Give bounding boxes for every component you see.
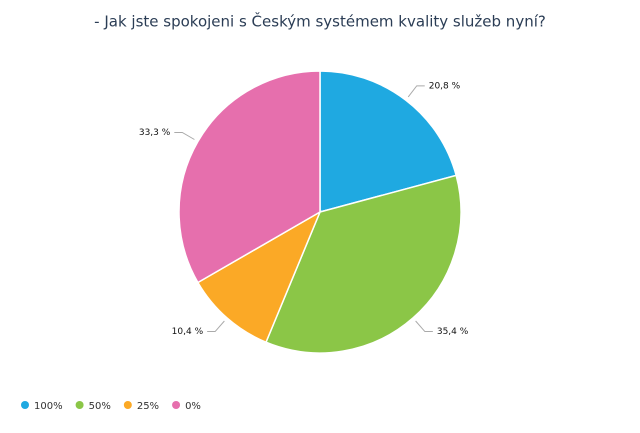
leader-line: [407, 85, 425, 98]
leader-line: [174, 132, 195, 140]
pie-slice: [319, 70, 458, 213]
data-label: 20,8 %: [429, 81, 461, 91]
legend-marker: [172, 401, 181, 409]
legend-marker: [123, 401, 132, 409]
data-label: 10,4 %: [172, 327, 204, 337]
legend-label: 50%: [89, 401, 111, 412]
legend-label: 25%: [137, 401, 159, 412]
pie-slice: [265, 174, 462, 354]
legend-marker: [75, 401, 84, 409]
legend-marker: [21, 401, 29, 409]
data-label: 33,3 %: [139, 128, 171, 138]
pie-slice: [178, 70, 321, 284]
chart-title: - Jak jste spokojeni s Českým systémem k…: [94, 12, 546, 31]
leader-line: [207, 320, 225, 333]
legend-label: 100%: [34, 401, 63, 412]
legend-label: 0%: [185, 401, 201, 412]
pie-slice: [196, 210, 322, 344]
data-label: 35,4 %: [437, 327, 469, 337]
leader-line: [415, 320, 433, 333]
